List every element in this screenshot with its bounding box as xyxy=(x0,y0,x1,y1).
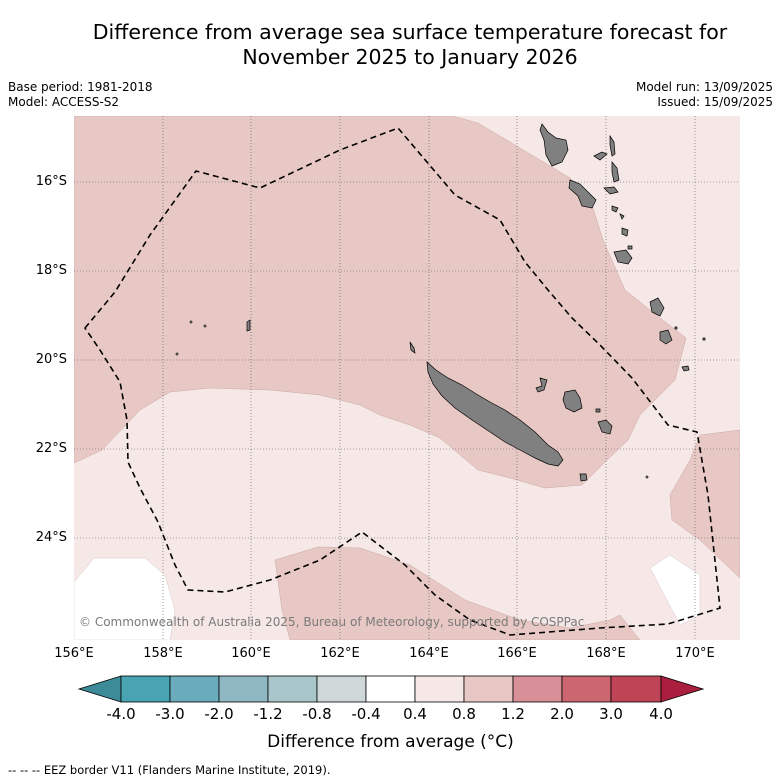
colorbar-tick: 1.2 xyxy=(501,705,525,723)
ambae-island xyxy=(593,151,608,161)
reef-islet-d xyxy=(645,475,649,479)
reef-islet-b xyxy=(175,352,179,356)
title-line-1: Difference from average sea surface temp… xyxy=(92,20,728,44)
colorbar-bin-3 xyxy=(218,675,269,703)
colorbar-tick: -4.0 xyxy=(106,705,136,723)
colorbar-tick: -0.8 xyxy=(302,705,332,723)
colorbar-tick: 3.0 xyxy=(599,705,623,723)
lon-label-170e: 170°E xyxy=(675,646,715,661)
graticule xyxy=(74,116,740,640)
colorbar-tick: 2.0 xyxy=(550,705,574,723)
model-run-date: Model run: 13/09/2025 xyxy=(635,80,773,94)
title-line-2: November 2025 to January 2026 xyxy=(242,45,578,69)
lon-label-162e: 162°E xyxy=(320,646,360,661)
colorbar-bin-4 xyxy=(267,675,318,703)
model-name: Model: ACCESS-S2 xyxy=(8,95,120,109)
map-title: Difference from average sea surface temp… xyxy=(60,20,760,70)
colorbar-tick: 4.0 xyxy=(649,705,673,723)
base-period: Base period: 1981-2018 xyxy=(8,80,153,94)
colorbar-bin-7 xyxy=(414,675,465,703)
lon-label-160e: 160°E xyxy=(231,646,271,661)
lon-label-164e: 164°E xyxy=(409,646,449,661)
lon-label-156e: 156°E xyxy=(54,646,94,661)
ouvea-island xyxy=(535,377,548,393)
colorbar-bin-2 xyxy=(169,675,220,703)
chesterfield-islet xyxy=(246,319,251,332)
colorbar-tick: -0.4 xyxy=(351,705,381,723)
lat-label-24s: 24°S xyxy=(35,530,67,545)
new-caledonia-land xyxy=(426,361,564,467)
lifou-island xyxy=(562,389,583,413)
lat-label-18s: 18°S xyxy=(35,263,67,278)
colorbar-title: Difference from average (°C) xyxy=(267,732,514,752)
walpole-islet xyxy=(674,326,678,330)
copyright-notice: © Commonwealth of Australia 2025, Bureau… xyxy=(79,615,584,629)
aneityum-island xyxy=(649,297,665,317)
colorbar-bin-6 xyxy=(365,675,416,703)
erromango-island xyxy=(613,249,633,265)
ambrym-island xyxy=(603,186,619,195)
lon-label-168e: 168°E xyxy=(586,646,626,661)
no-anomaly-area xyxy=(74,557,176,640)
reef-islet-c xyxy=(203,324,207,328)
run-info-left: Base period: 1981-2018 Model: ACCESS-S2 xyxy=(8,80,153,110)
colorbar-tick: -2.0 xyxy=(204,705,234,723)
run-info-right: Model run: 13/09/2025 Issued: 15/09/2025 xyxy=(636,80,773,110)
matthew-island xyxy=(659,329,673,345)
efate-island xyxy=(621,227,629,237)
lon-label-166e: 166°E xyxy=(497,646,537,661)
maewo-island xyxy=(609,134,616,157)
malekula-island xyxy=(568,179,597,209)
colorbar-tick: -3.0 xyxy=(155,705,185,723)
eez-legend-note: -- -- -- EEZ border V11 (Flanders Marine… xyxy=(8,763,331,777)
colorbar-extend-high xyxy=(660,675,705,703)
colorbar-bin-5 xyxy=(316,675,367,703)
lat-label-22s: 22°S xyxy=(35,441,67,456)
colorbar-tick: 0.4 xyxy=(403,705,427,723)
colorbar-bin-9 xyxy=(512,675,563,703)
ile-des-pins xyxy=(579,473,588,482)
lat-label-16s: 16°S xyxy=(35,174,67,189)
lon-label-158e: 158°E xyxy=(143,646,183,661)
colorbar-bin-11 xyxy=(610,675,662,703)
colorbar-tick: -1.2 xyxy=(253,705,283,723)
mare-island xyxy=(597,419,613,435)
pentecost-island xyxy=(611,161,620,183)
colorbar-tick: 0.8 xyxy=(452,705,476,723)
colorbar xyxy=(77,675,705,703)
issued-date: Issued: 15/09/2025 xyxy=(657,95,773,109)
anomaly-band-medium-south xyxy=(274,546,641,640)
shepherd-islets xyxy=(619,213,625,220)
belep-islet xyxy=(409,341,416,354)
epi-islet xyxy=(611,205,619,213)
tiga-islet xyxy=(595,408,601,413)
hunter-islet xyxy=(681,365,690,372)
colorbar-bin-10 xyxy=(561,675,612,703)
espiritu-santo-island xyxy=(539,123,569,167)
tanna-islet xyxy=(627,245,633,250)
reef-islet-a xyxy=(189,320,193,324)
no-anomaly-area-east xyxy=(649,554,701,626)
colorbar-extend-low xyxy=(77,675,122,703)
lat-label-20s: 20°S xyxy=(35,352,67,367)
east-islet xyxy=(702,337,706,341)
colorbar-bin-8 xyxy=(463,675,514,703)
colorbar-bin-1 xyxy=(120,675,171,703)
